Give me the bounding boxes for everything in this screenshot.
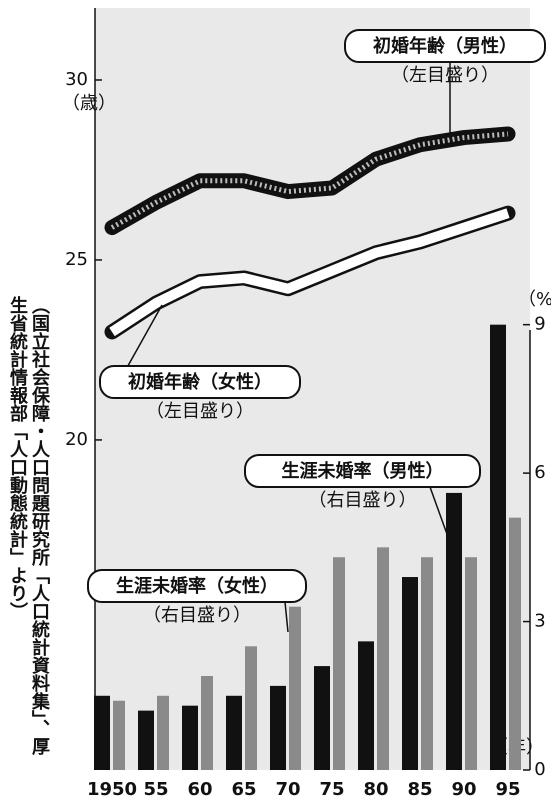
bar <box>226 695 242 770</box>
bar <box>138 710 154 770</box>
y-tick-label: 30 <box>65 69 88 90</box>
y-tick-label: 20 <box>65 429 88 450</box>
legend-label: 生涯未婚率（女性） <box>116 575 278 597</box>
leader-line <box>284 601 289 633</box>
y2-tick-label: 9 <box>534 314 545 335</box>
x-tick-label: 90 <box>451 779 476 800</box>
bar <box>94 695 110 770</box>
scale-note: （左目盛り） <box>146 401 254 422</box>
callout-box <box>99 365 301 399</box>
x-tick-label: 95 <box>495 779 520 800</box>
y-tick-label: 25 <box>65 249 88 270</box>
bar <box>402 577 418 770</box>
x-tick-label: 60 <box>187 779 212 800</box>
x-tick-label: 70 <box>275 779 300 800</box>
bar <box>157 695 169 770</box>
x-tick-label: 80 <box>363 779 388 800</box>
scale-note: （左目盛り） <box>391 65 499 86</box>
bar <box>465 557 477 770</box>
bar <box>314 666 330 770</box>
bar <box>113 700 125 770</box>
legend-label: 生涯未婚率（男性） <box>282 460 444 482</box>
bar <box>509 517 521 770</box>
x-tick-label: 1950 <box>87 779 137 800</box>
bar <box>446 492 462 770</box>
x-tick-label: 65 <box>231 779 256 800</box>
legend-label: 初婚年齢（女性） <box>128 371 272 393</box>
bar <box>358 641 374 770</box>
callout-box <box>87 569 307 603</box>
bar <box>333 557 345 770</box>
bar <box>421 557 433 770</box>
bar <box>245 646 257 770</box>
scale-note: （右目盛り） <box>143 605 251 626</box>
bar <box>289 606 301 770</box>
x-tick-label: 85 <box>407 779 432 800</box>
legend-label: 初婚年齢（男性） <box>373 35 517 57</box>
x-tick-label: 75 <box>319 779 344 800</box>
callout-box <box>244 454 481 488</box>
y-axis-label: （歳） <box>62 93 116 114</box>
y2-tick-label: 0 <box>534 759 545 780</box>
x-tick-label: 55 <box>143 779 168 800</box>
line <box>110 131 509 230</box>
bar <box>270 685 286 770</box>
bar <box>201 675 213 770</box>
y2-tick-label: 3 <box>534 611 545 632</box>
line <box>109 208 510 337</box>
y2-axis-label: （%） <box>518 289 551 310</box>
bar <box>490 324 506 770</box>
callout-box <box>344 29 546 63</box>
scale-note: （右目盛り） <box>309 490 417 511</box>
y2-tick-label: 6 <box>534 462 545 483</box>
source-note: （国立社会保障・人口問題研究所「人口統計資料集」、厚生省統計情報部「人口動態統計… <box>7 296 50 755</box>
bar <box>182 705 198 770</box>
bar <box>377 547 389 770</box>
leader-line <box>429 486 453 549</box>
